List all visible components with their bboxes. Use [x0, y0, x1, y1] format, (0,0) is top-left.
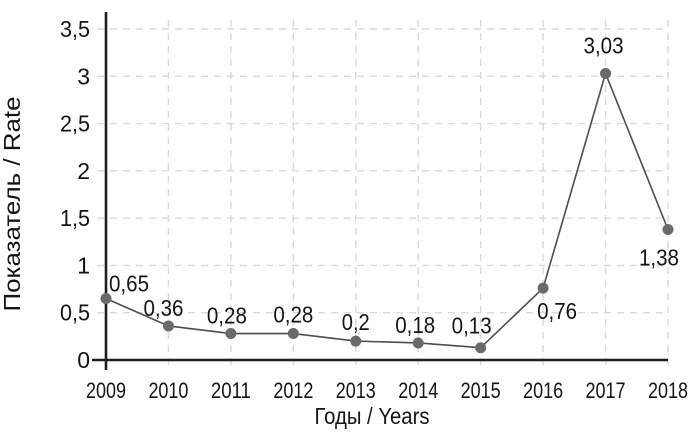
y-tick-label: 0,5	[60, 300, 90, 326]
data-point-marker	[537, 282, 549, 294]
data-point-marker	[100, 293, 112, 305]
y-tick-label: 1,5	[60, 205, 90, 231]
y-tick-label: 3,5	[60, 16, 90, 42]
data-point-label: 0,2	[342, 309, 370, 335]
x-tick-label: 2013	[336, 378, 376, 403]
y-tick-label: 0	[77, 347, 90, 373]
y-tick-label: 3	[77, 63, 90, 89]
data-point-label: 0,13	[452, 313, 492, 339]
data-series-line	[105, 70, 669, 349]
data-point-label: 0,18	[395, 312, 435, 338]
data-point-marker	[412, 337, 424, 349]
data-point-label: 0,28	[207, 303, 247, 329]
data-point-label: 3,03	[584, 32, 624, 58]
x-axis-title: Годы / Years	[315, 403, 430, 429]
data-point-label: 0,65	[109, 271, 149, 297]
data-point-label: 0,36	[143, 295, 183, 321]
x-tick-label: 2017	[586, 378, 626, 403]
data-point-marker	[600, 67, 612, 79]
data-point-label: 1,38	[639, 244, 679, 270]
data-point-marker	[225, 328, 237, 340]
data-point-marker	[287, 328, 299, 340]
data-point-marker	[350, 335, 362, 347]
x-tick-label: 2011	[211, 378, 251, 403]
data-point-marker	[162, 320, 174, 332]
x-tick-label: 2018	[648, 378, 688, 403]
x-tick-label: 2016	[523, 378, 563, 403]
y-axis-title: Показатель / Rate	[0, 97, 25, 312]
data-point-marker	[662, 223, 674, 235]
x-tick-label: 2012	[273, 378, 313, 403]
x-tick-label: 2015	[461, 378, 501, 403]
y-tick-label: 2	[77, 158, 90, 184]
data-point-marker	[475, 342, 487, 354]
y-tick-label: 2,5	[60, 111, 90, 137]
data-point-label: 0,76	[537, 298, 577, 324]
x-tick-label: 2014	[398, 378, 438, 403]
x-tick-label: 2009	[86, 378, 126, 403]
y-tick-label: 1	[77, 252, 90, 278]
x-tick-label: 2010	[148, 378, 188, 403]
data-point-label: 0,28	[273, 302, 313, 328]
